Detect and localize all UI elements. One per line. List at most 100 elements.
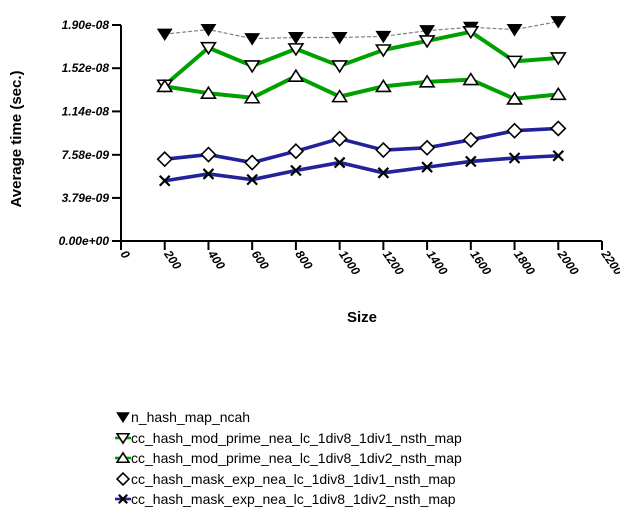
series-n_hash_map_ncah (156, 16, 567, 46)
diamond-open-glyph (115, 471, 131, 486)
legend-label: cc_hash_mask_exp_nea_lc_1div8_1div1_nsth… (131, 470, 456, 487)
legend-marker (117, 494, 129, 505)
y-tick-label: 3.79e-09 (62, 191, 110, 205)
legend-marker (116, 412, 130, 424)
series-line (164, 20, 559, 40)
data-point-marker (199, 85, 217, 100)
data-point-marker (506, 55, 524, 69)
data-point-marker (331, 32, 348, 45)
data-point-marker (418, 139, 436, 156)
data-point-marker (243, 60, 261, 74)
data-point-marker (549, 52, 567, 66)
triangle-up-open-icon (115, 451, 131, 465)
data-point-marker (158, 174, 171, 187)
data-point-marker (419, 25, 436, 38)
data-point-marker (465, 155, 477, 168)
data-point-marker (199, 41, 217, 56)
benchmark-line-chart: Average time (sec.) Size 0.00e+00 3.79e-0… (8, 16, 620, 326)
x-tick-label: 600 (249, 248, 272, 273)
data-point-marker (375, 30, 392, 44)
data-point-marker (287, 32, 304, 45)
legend-item: cc_hash_mask_exp_nea_lc_1div8_1div2_nsth… (115, 489, 462, 510)
x-marker-icon (115, 492, 131, 506)
legend-item: cc_hash_mod_prime_nea_lc_1div8_1div2_nst… (115, 448, 462, 469)
x-glyph (115, 494, 131, 505)
triangle-down-open-glyph (115, 432, 131, 445)
data-point-marker (462, 131, 479, 148)
data-point-marker (421, 161, 433, 173)
series-group (156, 16, 567, 187)
triangle-down-open-icon (115, 431, 131, 445)
x-tick-label: 1600 (467, 248, 494, 278)
legend-item: cc_hash_mod_prime_nea_lc_1div8_1div1_nst… (115, 428, 462, 449)
y-tick-label: 1.14e-08 (62, 104, 110, 118)
legend-label: cc_hash_mod_prime_nea_lc_1div8_1div2_nst… (131, 450, 462, 467)
data-point-marker (202, 168, 215, 180)
y-axis-title: Average time (sec.) (8, 70, 25, 207)
legend-item: cc_hash_mask_exp_nea_lc_1div8_1div1_nsth… (115, 469, 462, 490)
data-point-marker (333, 156, 346, 169)
data-point-marker (549, 86, 567, 101)
series-cc_hash_mask_exp_nea_lc_1div8_1div2_nsth_map (158, 149, 565, 187)
data-point-marker (156, 78, 174, 93)
x-tick-label: 1200 (380, 248, 407, 278)
series-line (162, 74, 561, 101)
triangle-up-open-glyph (115, 451, 131, 464)
data-point-marker (244, 154, 261, 171)
legend-marker (115, 451, 131, 464)
data-point-marker (290, 164, 302, 177)
series-cc_hash_mod_prime_nea_lc_1div8_1div2_nsth_map (156, 68, 567, 105)
x-tick-label: 2200 (598, 247, 620, 278)
data-point-marker (156, 28, 173, 42)
series-line (162, 29, 561, 88)
triangle-down-filled-glyph (116, 412, 130, 424)
series-cc_hash_mod_prime_nea_lc_1div8_1div1_nsth_map (156, 26, 567, 93)
x-tick-label: 1800 (511, 248, 538, 278)
series-cc_hash_mask_exp_nea_lc_1div8_1div1_nsth_map (156, 120, 567, 171)
legend-label: n_hash_map_ncah (131, 409, 251, 426)
x-axis-title: Size (347, 309, 377, 326)
data-point-marker (374, 44, 392, 58)
data-point-marker (462, 26, 480, 40)
data-point-marker (462, 72, 480, 86)
legend-item: n_hash_map_ncah (115, 407, 462, 428)
legend: n_hash_map_ncah cc_hash_mod_prime_nea_lc… (115, 407, 462, 510)
x-tick-label: 0 (118, 248, 133, 262)
diamond-open-icon (115, 471, 131, 486)
data-point-marker (200, 146, 217, 163)
x-tick-label: 200 (161, 247, 185, 273)
data-point-marker (550, 120, 567, 137)
legend-label: cc_hash_mod_prime_nea_lc_1div8_1div1_nst… (131, 429, 462, 446)
series-line (162, 126, 561, 165)
data-point-marker (550, 16, 567, 29)
data-point-marker (506, 24, 523, 37)
data-point-marker (156, 151, 173, 168)
y-tick-label: 7.58e-09 (62, 148, 110, 162)
data-point-marker (246, 173, 258, 186)
data-point-marker (375, 141, 392, 159)
data-point-marker (418, 74, 436, 88)
legend-marker (115, 432, 131, 445)
axes: 0.00e+00 3.79e-09 7.58e-09 1.14e-08 1.52e-08… (59, 18, 620, 278)
x-tick-label: 400 (204, 247, 228, 273)
data-point-marker (418, 35, 436, 49)
y-tick-label: 1.52e-08 (62, 61, 110, 75)
data-point-marker (508, 152, 521, 164)
data-point-marker (287, 43, 305, 57)
data-point-marker (287, 68, 305, 82)
x-tick-label: 1000 (336, 248, 363, 278)
x-tick-label: 1400 (424, 248, 451, 278)
data-point-marker (506, 122, 523, 139)
series-line (162, 153, 561, 183)
data-point-marker (331, 89, 349, 103)
data-point-marker (506, 91, 524, 105)
data-point-marker (200, 24, 217, 37)
x-tick-label: 2000 (554, 247, 582, 278)
triangle-down-filled-icon (115, 410, 131, 424)
y-tick-label: 0.00e+00 (59, 234, 110, 248)
x-tick-label: 800 (292, 248, 315, 273)
data-point-marker (374, 78, 392, 93)
data-point-marker (244, 33, 261, 46)
data-point-marker (377, 167, 390, 179)
